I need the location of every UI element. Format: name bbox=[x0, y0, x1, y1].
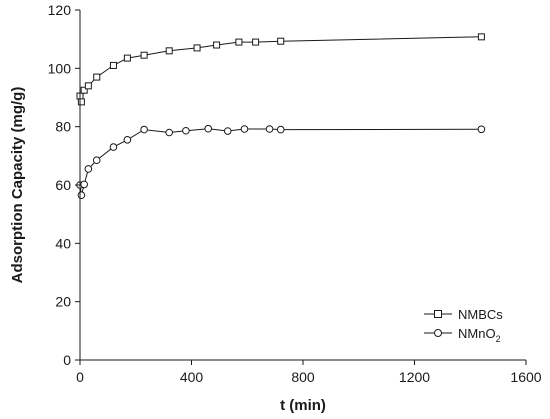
data-point-circle bbox=[265, 125, 274, 133]
y-axis-title: Adsorption Capacity (mg/g) bbox=[9, 87, 26, 284]
data-point-circle bbox=[276, 125, 285, 134]
data-point-square bbox=[80, 86, 88, 94]
data-point-square bbox=[84, 82, 92, 90]
data-point-circle bbox=[92, 156, 101, 165]
y-tick-label: 100 bbox=[48, 60, 72, 76]
data-point-circle bbox=[80, 180, 88, 189]
data-point-circle bbox=[223, 127, 232, 135]
legend-label-nmbcs: NMBCs bbox=[458, 307, 503, 322]
y-tick-label: 80 bbox=[55, 119, 71, 135]
data-point-circle bbox=[165, 128, 173, 137]
legend-label-nmno2: NMnO2 bbox=[458, 326, 501, 344]
x-tick-label: 1200 bbox=[399, 369, 430, 385]
y-tick-label: 0 bbox=[63, 352, 71, 368]
y-tick-label: 120 bbox=[48, 2, 72, 18]
y-tick-label: 60 bbox=[55, 177, 71, 193]
data-point-square bbox=[477, 33, 485, 41]
x-tick-label: 400 bbox=[180, 369, 204, 385]
y-tick-label: 40 bbox=[55, 235, 71, 251]
data-point-circle bbox=[204, 124, 213, 133]
data-point-square bbox=[140, 51, 148, 59]
plot-area bbox=[76, 33, 486, 200]
data-point-square bbox=[123, 54, 131, 62]
data-point-square bbox=[165, 47, 173, 55]
legend: NMBCs NMnO2 bbox=[424, 307, 503, 344]
data-point-square bbox=[109, 61, 117, 69]
data-point-circle bbox=[182, 126, 190, 135]
x-tick-label: 0 bbox=[76, 369, 84, 385]
legend-marker-circle bbox=[434, 329, 442, 337]
data-point-square bbox=[93, 73, 101, 81]
series-line-0 bbox=[79, 36, 482, 103]
x-axis-title: t (min) bbox=[280, 397, 326, 414]
y-tick-label: 20 bbox=[55, 294, 71, 310]
data-point-square bbox=[252, 38, 260, 46]
data-point-square bbox=[77, 98, 85, 106]
data-point-square bbox=[193, 44, 201, 52]
data-point-circle bbox=[123, 135, 132, 144]
x-tick-label: 1600 bbox=[510, 369, 541, 385]
data-point-square bbox=[235, 38, 243, 46]
data-point-circle bbox=[77, 191, 86, 200]
data-point-square bbox=[213, 41, 221, 49]
data-point-circle bbox=[477, 125, 486, 134]
legend-label-nmno2-subscript: 2 bbox=[496, 334, 501, 344]
legend-label-nmno2-main: NMnO bbox=[458, 326, 496, 341]
series-line-1 bbox=[79, 128, 482, 196]
data-point-circle bbox=[109, 143, 118, 151]
data-point-circle bbox=[140, 125, 148, 134]
legend-marker-square bbox=[434, 310, 442, 318]
data-point-circle bbox=[240, 125, 249, 133]
data-point-square bbox=[277, 37, 285, 45]
x-tick-label: 800 bbox=[291, 369, 315, 385]
data-point-circle bbox=[84, 165, 93, 173]
